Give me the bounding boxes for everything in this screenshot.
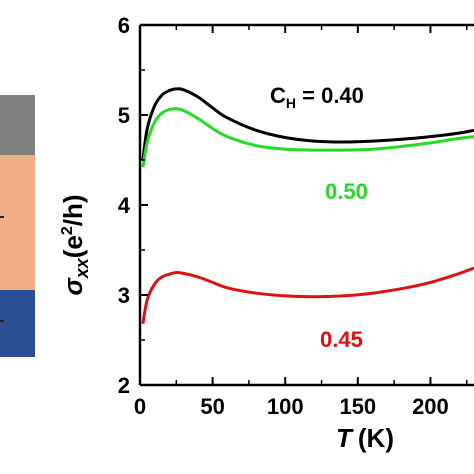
x-label-unit: (K)	[358, 423, 394, 453]
middle-layer	[0, 155, 35, 290]
y-label-paren-close: /h)	[58, 194, 88, 226]
red-series-label: 0.45	[320, 327, 363, 352]
layer-marker	[0, 320, 4, 322]
y-tick-label: 4	[118, 193, 131, 218]
y-label-paren-open: (e	[58, 235, 88, 258]
ch-value: = 0.40	[296, 83, 364, 108]
y-axis-label: σxx(e2/h)	[58, 194, 92, 295]
y-tick-label: 3	[118, 283, 130, 308]
x-tick-label: 150	[339, 394, 376, 419]
x-tick-label: 100	[267, 394, 304, 419]
y-label-superscript: 2	[59, 226, 76, 235]
series-line-0-50	[141, 107, 474, 168]
series-line-0-45	[141, 266, 474, 325]
green-series-label: 0.50	[325, 179, 368, 204]
layer-marker	[0, 216, 4, 218]
x-tick-label: 200	[412, 394, 449, 419]
layer-stack-diagram	[0, 95, 35, 357]
ch-subscript: H	[286, 95, 296, 111]
y-label-subscript: xx	[72, 257, 92, 279]
top-layer	[0, 95, 35, 155]
x-tick-label: 50	[200, 394, 224, 419]
x-label-symbol: T	[336, 423, 354, 453]
x-tick-label: 0	[134, 394, 146, 419]
y-tick-label: 6	[118, 13, 130, 38]
ch-annotation: CH = 0.40	[270, 83, 364, 111]
ch-prefix: C	[270, 83, 286, 108]
y-tick-label: 2	[118, 373, 130, 398]
ticks-group: 0 50 100 150 200 2 3 4 5 6	[118, 13, 468, 419]
series-group	[141, 87, 474, 325]
axes-group	[138, 23, 474, 387]
y-tick-label: 5	[118, 103, 130, 128]
x-axis-label: T (K)	[336, 423, 394, 453]
y-label-symbol: σ	[58, 277, 88, 296]
bottom-layer	[0, 290, 35, 357]
series-line-0-40	[141, 87, 474, 161]
